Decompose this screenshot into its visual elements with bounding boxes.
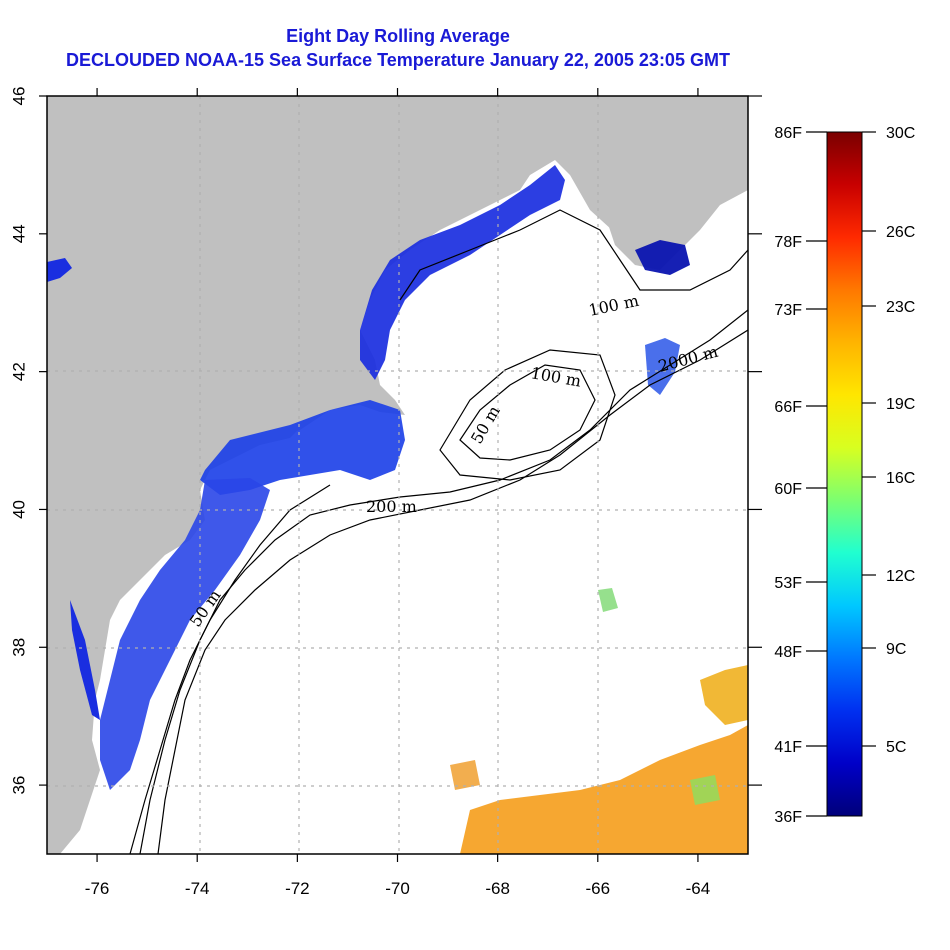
sst-warm-gulf-stream bbox=[460, 725, 748, 854]
colorbar-c-label: 16C bbox=[886, 470, 915, 487]
sst-warm-patch-east bbox=[700, 665, 748, 725]
colorbar-f-label: 53F bbox=[774, 575, 802, 592]
sst-warm-patch-middle bbox=[450, 760, 480, 790]
nova-scotia-landmass bbox=[600, 160, 748, 270]
y-tick-label: 46 bbox=[9, 87, 28, 106]
x-tick-label: -66 bbox=[585, 879, 610, 898]
map-panel: 100 m 100 m 50 m 2000 m 200 m 50 m bbox=[47, 96, 748, 854]
colorbar-c-label: 30C bbox=[886, 125, 915, 142]
colorbar-c-label: 9C bbox=[886, 641, 906, 658]
colorbar-gradient bbox=[826, 131, 863, 817]
x-tick-label: -68 bbox=[485, 879, 510, 898]
colorbar-f-label: 73F bbox=[774, 302, 802, 319]
contour-50m-georges-bank bbox=[459, 364, 596, 461]
colorbar-c-label: 5C bbox=[886, 739, 906, 756]
colorbar-c-label: 23C bbox=[886, 299, 915, 316]
contour-2000m bbox=[157, 329, 748, 854]
graticule bbox=[47, 96, 748, 854]
sst-cold-nova-scotia-patch bbox=[635, 240, 690, 275]
land-mass bbox=[47, 96, 748, 854]
colorbar-f-label: 78F bbox=[774, 234, 802, 251]
sst-cold-scotian-shelf-edge bbox=[645, 338, 680, 395]
contour-200m bbox=[139, 309, 748, 854]
sst-cold-southern-new-england bbox=[200, 400, 405, 495]
x-tick-label: -72 bbox=[285, 879, 310, 898]
sst-green-patch bbox=[598, 588, 618, 612]
y-tick-label: 36 bbox=[9, 776, 28, 795]
y-axis: 36 38 40 42 44 46 bbox=[9, 87, 762, 795]
contour-label-200m: 200 m bbox=[366, 497, 417, 516]
x-axis: -76 -74 -72 -70 -68 -66 -64 bbox=[85, 88, 710, 898]
colorbar-f-label: 41F bbox=[774, 739, 802, 756]
x-tick-label: -70 bbox=[385, 879, 410, 898]
y-tick-label: 38 bbox=[9, 638, 28, 657]
colorbar-f-label: 36F bbox=[774, 809, 802, 826]
sst-cold-coastal-band bbox=[360, 165, 565, 380]
colorbar-c-label: 26C bbox=[886, 224, 915, 241]
colorbar-f-label: 66F bbox=[774, 399, 802, 416]
title-line-1: Eight Day Rolling Average bbox=[286, 26, 510, 46]
y-tick-label: 42 bbox=[9, 362, 28, 381]
colorbar-c-label: 19C bbox=[886, 396, 915, 413]
colorbar-c-label: 12C bbox=[886, 568, 915, 585]
x-tick-label: -74 bbox=[185, 879, 210, 898]
colorbar-f-label: 86F bbox=[774, 125, 802, 142]
colorbar-f-label: 60F bbox=[774, 481, 802, 498]
colorbar-fahrenheit-labels: 86F 78F 73F 66F 60F 53F 48F 41F 36F bbox=[774, 125, 827, 826]
y-tick-label: 44 bbox=[9, 224, 28, 243]
sst-cold-maine-spot bbox=[47, 258, 72, 282]
colorbar-f-label: 48F bbox=[774, 644, 802, 661]
y-tick-label: 40 bbox=[9, 500, 28, 519]
colorbar-celsius-labels: 30C 26C 23C 19C 16C 12C 9C 5C bbox=[862, 125, 915, 756]
chesapeake-inlet bbox=[70, 600, 100, 720]
colorbar: 86F 78F 73F 66F 60F 53F 48F 41F 36F 30C 26C 23C 19C… bbox=[774, 125, 915, 826]
title-line-2: DECLOUDED NOAA-15 Sea Surface Temperatur… bbox=[66, 50, 730, 70]
x-tick-label: -76 bbox=[85, 879, 110, 898]
bathymetry-contours bbox=[129, 209, 748, 854]
contour-100m-gulf-of-maine bbox=[399, 209, 748, 301]
sst-green-patch-se bbox=[690, 775, 720, 805]
sst-cold-mid-atlantic-shelf bbox=[100, 478, 270, 790]
x-tick-label: -64 bbox=[686, 879, 711, 898]
contour-100m-georges-bank bbox=[439, 349, 616, 481]
